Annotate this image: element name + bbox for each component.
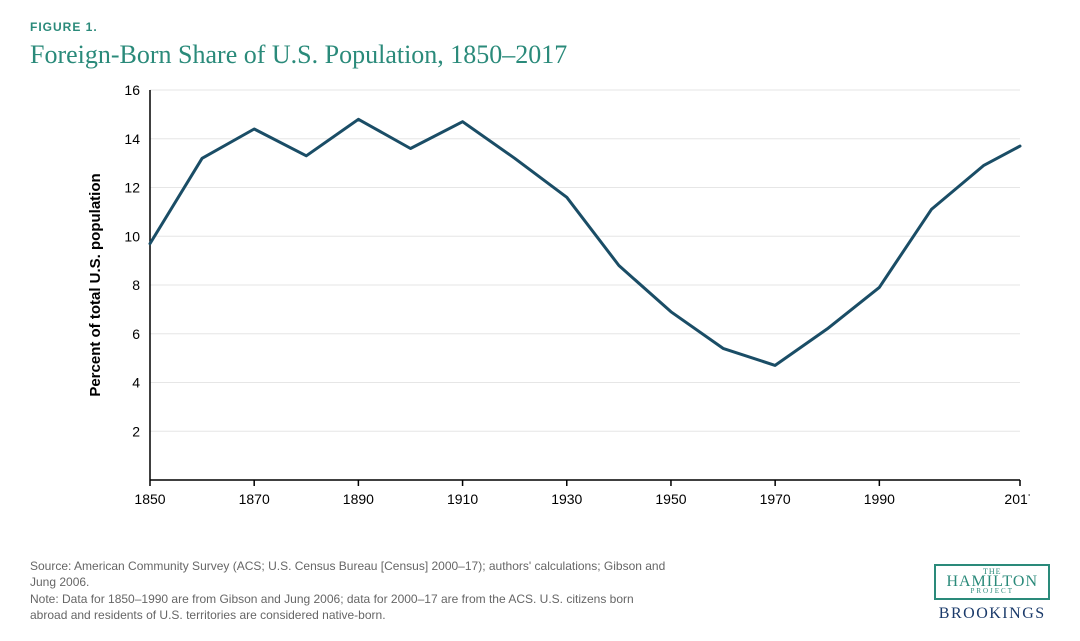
y-tick-label: 16 — [124, 82, 140, 98]
x-tick-label: 1990 — [864, 491, 895, 507]
x-tick-label: 1870 — [239, 491, 270, 507]
hamilton-logo: THE HAMILTON PROJECT — [934, 564, 1050, 600]
chart-container: 2 4 6 8 10 12 14 16 1850 1870 1890 1910 1930 1950 1970… — [70, 80, 1030, 530]
source-text: Source: American Community Survey (ACS; … — [30, 558, 670, 590]
note-text: Note: Data for 1850–1990 are from Gibson… — [30, 591, 670, 623]
x-tick-label: 1930 — [551, 491, 582, 507]
footer-notes: Source: American Community Survey (ACS; … — [30, 558, 670, 623]
brand-block: THE HAMILTON PROJECT BROOKINGS — [934, 564, 1050, 623]
y-tick-label: 14 — [124, 131, 140, 147]
y-axis-label: Percent of total U.S. population — [87, 173, 104, 396]
x-tick-label: 2017 — [1004, 491, 1030, 507]
y-tick-label: 4 — [132, 375, 140, 391]
y-tick-label: 12 — [124, 180, 140, 196]
line-chart: 2 4 6 8 10 12 14 16 1850 1870 1890 1910 1930 1950 1970… — [70, 80, 1030, 530]
figure-label: FIGURE 1. — [30, 20, 1050, 34]
y-tick-label: 8 — [132, 277, 140, 293]
x-tick-label: 1890 — [343, 491, 374, 507]
data-line — [150, 119, 1020, 365]
x-tick-label: 1950 — [655, 491, 686, 507]
y-tick-label: 6 — [132, 326, 140, 342]
figure-title: Foreign-Born Share of U.S. Population, 1… — [30, 40, 1050, 70]
x-tick-label: 1850 — [134, 491, 165, 507]
y-tick-label: 10 — [124, 228, 140, 244]
brookings-logo: BROOKINGS — [934, 605, 1050, 623]
x-tick-label: 1970 — [760, 491, 791, 507]
y-tick-label: 2 — [132, 423, 140, 439]
x-tick-label: 1910 — [447, 491, 478, 507]
